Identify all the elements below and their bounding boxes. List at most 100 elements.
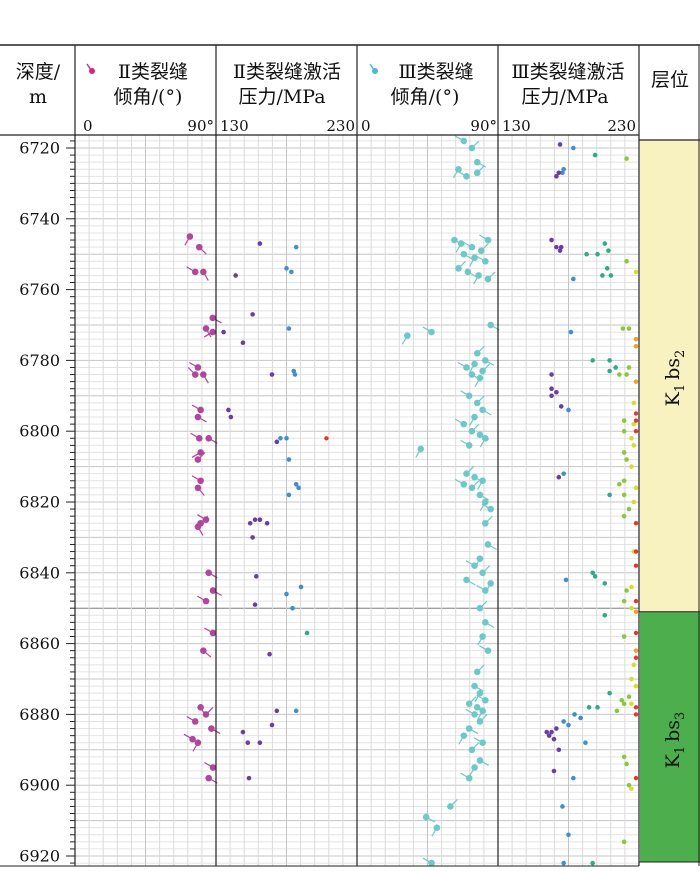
- class3-dip-point-33: [468, 423, 480, 435]
- class3-dip-point-head-24: [463, 364, 470, 371]
- class2-pressure-point-1: [293, 244, 299, 250]
- class3-legend-dot: [372, 68, 378, 74]
- class2-pressure-point-0: [257, 241, 263, 246]
- class3-dip-point-head-65: [471, 711, 478, 718]
- class3-pressure-edge-point-6: [633, 598, 639, 604]
- class3-dip-point-67: [465, 725, 479, 735]
- class3-dip-point-head-22: [482, 357, 489, 364]
- class2-dip-point-head-12: [195, 434, 203, 442]
- class2-dip-point-8: [187, 367, 199, 378]
- class3-dip-point-69: [473, 737, 486, 747]
- class3-dip-point-1: [468, 140, 480, 152]
- class3-dip-point-43: [476, 491, 489, 501]
- class2-dip-point-32: [204, 761, 217, 771]
- class3-pressure-point-80: [629, 701, 634, 707]
- scale-class2-pressure-min: 130: [220, 117, 249, 135]
- class3-dip-point-61: [476, 694, 489, 704]
- class3-dip-point-head-76: [433, 824, 441, 831]
- class3-dip-point-head-55: [482, 619, 489, 626]
- depth-label-6880: 6880: [19, 705, 60, 724]
- scale-class2-pressure-max: 230: [326, 117, 355, 135]
- class3-dip-point-head-20: [404, 332, 411, 339]
- class3-pressure-point-99: [626, 782, 632, 788]
- class3-dip-point-11: [469, 254, 478, 267]
- class2-pressure-point-33: [293, 708, 299, 714]
- class3-pressure-point-37: [554, 389, 559, 395]
- class2-dip-point-25: [200, 647, 212, 658]
- header-class2-pressure-line1: Ⅱ类裂缝激活: [233, 61, 341, 83]
- class3-dip-point-59: [471, 682, 484, 692]
- class3-pressure-point-64: [602, 581, 608, 586]
- class3-pressure-point-96: [624, 761, 629, 767]
- class2-pressure-point-24: [247, 520, 253, 526]
- background-layer: [640, 140, 700, 862]
- unit-k1bs2-bs: bs: [662, 358, 684, 380]
- class3-dip-point-head-11: [471, 254, 478, 262]
- class3-dip-point-38: [463, 466, 474, 477]
- class3-dip-point-head-15: [475, 272, 482, 279]
- class2-pressure-point-34: [274, 708, 280, 714]
- depth-label-6820: 6820: [19, 493, 60, 512]
- class3-pressure-point-59: [621, 513, 627, 519]
- class2-dip-point-2: [186, 266, 199, 276]
- unit-label-k1bs3-text: K1 bs3: [662, 712, 688, 769]
- class3-pressure-point-103: [621, 839, 627, 845]
- class3-pressure-point-81: [595, 705, 600, 710]
- class3-dip-point-head-37: [417, 445, 425, 453]
- class3-pressure-point-42: [621, 418, 627, 423]
- class2-dip-point-head-23: [202, 597, 210, 605]
- class3-dip-point-20: [401, 332, 411, 345]
- unit-label-k1bs3: K1 bs3: [662, 712, 688, 769]
- class2-pressure-point-6: [286, 326, 292, 331]
- class3-pressure-edge-point-8: [633, 655, 639, 660]
- class2-pressure-point-26: [253, 574, 259, 579]
- unit-fill-0: [640, 140, 700, 612]
- class3-pressure-point-68: [629, 605, 634, 611]
- class3-pressure-point-46: [631, 443, 637, 448]
- class3-pressure-point-100: [629, 786, 634, 792]
- class2-dip-point-head-1: [195, 243, 203, 251]
- class3-dip-point-head-6: [451, 236, 458, 244]
- frame-layer: [0, 44, 700, 867]
- depth-label-6920: 6920: [19, 847, 60, 866]
- class2-dip-point-head-27: [202, 711, 210, 718]
- class3-pressure-point-58: [626, 506, 632, 512]
- class3-pressure-edge-point-0: [633, 411, 639, 416]
- class3-pressure-point-102: [566, 832, 571, 838]
- class3-pressure-point-47: [621, 450, 627, 455]
- class2-pressure-point-14: [278, 435, 283, 441]
- class3-pressure-point-54: [633, 485, 639, 491]
- class3-dip-point-75: [422, 813, 436, 823]
- class3-pressure-point-57: [631, 499, 637, 505]
- class2-pressure-point-28: [284, 591, 289, 597]
- class3-dip-point-head-74: [447, 803, 454, 810]
- class2-dip-point-head-18: [202, 516, 210, 523]
- class3-dip-point-45: [481, 503, 494, 513]
- class3-pressure-point-10: [554, 244, 559, 250]
- unit-k1bs3-sub1: 1: [673, 746, 688, 754]
- class3-dip-point-head-17: [484, 275, 492, 283]
- class3-pressure-point-35: [633, 379, 639, 384]
- class3-dip-point-head-10: [460, 250, 468, 258]
- class3-dip-point-76: [431, 824, 441, 837]
- class2-pressure-point-21: [252, 517, 258, 522]
- class3-pressure-point-69: [633, 609, 639, 615]
- class3-dip-point-head-31: [471, 413, 478, 421]
- class2-pressure-point-15: [284, 435, 289, 441]
- class3-pressure-point-38: [549, 393, 554, 399]
- class3-dip-point-head-71: [476, 757, 484, 764]
- class3-pressure-point-63: [563, 577, 569, 583]
- class3-dip-point-head-36: [465, 442, 473, 449]
- class2-dip-point-1: [195, 243, 207, 255]
- class2-dip-point-27: [202, 706, 214, 718]
- unit-label-k1bs2-text: K1 bs2: [662, 350, 688, 407]
- unit-k1bs2-k: K: [662, 391, 684, 406]
- class3-dip-point-19: [422, 326, 435, 336]
- class3-pressure-point-4: [560, 170, 565, 176]
- class2-pressure-point-23: [264, 520, 270, 526]
- class3-pressure-point-51: [556, 474, 562, 480]
- class2-pressure-point-29: [252, 602, 258, 607]
- class3-dip-point-head-75: [422, 813, 430, 821]
- class3-dip-point-53: [476, 584, 489, 594]
